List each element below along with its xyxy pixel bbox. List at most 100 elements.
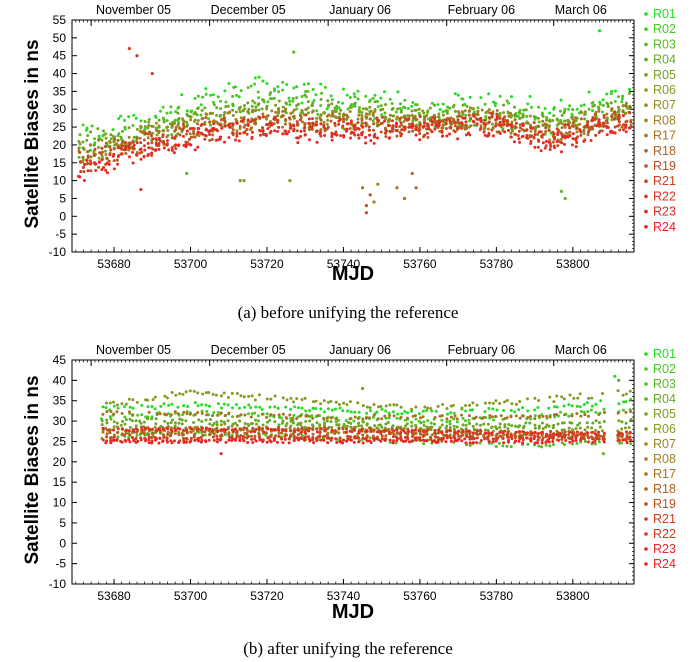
data-point bbox=[444, 118, 448, 122]
data-point bbox=[364, 94, 368, 98]
data-point bbox=[509, 112, 513, 116]
data-point bbox=[407, 130, 411, 134]
data-point bbox=[92, 154, 96, 158]
data-point bbox=[402, 105, 406, 109]
data-point bbox=[395, 134, 399, 138]
data-point bbox=[265, 107, 269, 111]
data-point bbox=[593, 118, 597, 122]
data-point bbox=[289, 407, 293, 411]
data-point bbox=[307, 117, 311, 121]
data-point bbox=[475, 441, 479, 445]
data-point bbox=[231, 128, 235, 132]
data-point bbox=[524, 108, 528, 112]
x-tick-label: 53780 bbox=[480, 589, 514, 603]
data-point bbox=[470, 437, 474, 441]
data-point bbox=[515, 402, 519, 406]
data-point bbox=[135, 141, 139, 145]
data-point bbox=[109, 133, 113, 137]
data-point bbox=[365, 439, 369, 443]
data-point bbox=[258, 116, 262, 120]
data-point bbox=[296, 433, 300, 437]
data-point bbox=[345, 403, 349, 407]
data-point bbox=[478, 431, 482, 435]
data-point bbox=[101, 129, 105, 133]
data-point bbox=[491, 126, 495, 130]
data-point bbox=[602, 124, 606, 128]
data-point bbox=[586, 120, 590, 124]
data-point bbox=[105, 401, 109, 405]
data-point bbox=[464, 409, 468, 413]
data-point bbox=[379, 439, 383, 443]
data-point bbox=[182, 410, 186, 414]
data-point bbox=[574, 436, 578, 440]
data-point bbox=[375, 116, 379, 120]
data-point bbox=[369, 139, 373, 143]
data-point bbox=[254, 422, 258, 426]
data-point bbox=[528, 421, 532, 425]
data-point bbox=[128, 417, 132, 421]
data-point bbox=[304, 427, 308, 431]
data-point bbox=[576, 423, 580, 427]
data-point bbox=[383, 126, 387, 130]
legend-marker bbox=[644, 427, 648, 431]
data-point bbox=[510, 434, 514, 438]
data-point bbox=[518, 437, 522, 441]
data-point bbox=[212, 126, 216, 130]
data-point bbox=[356, 89, 360, 93]
data-point bbox=[392, 432, 396, 436]
data-point bbox=[86, 169, 90, 173]
data-point bbox=[127, 429, 131, 433]
data-point bbox=[491, 437, 495, 441]
data-point bbox=[541, 427, 545, 431]
data-point bbox=[399, 108, 403, 112]
data-point bbox=[516, 425, 520, 429]
legend-item: R05 bbox=[653, 68, 676, 82]
data-point bbox=[233, 427, 237, 431]
data-point bbox=[299, 129, 303, 133]
data-point bbox=[288, 413, 292, 417]
data-point bbox=[586, 410, 590, 414]
data-point bbox=[559, 150, 563, 154]
data-point bbox=[127, 435, 131, 439]
data-point bbox=[465, 429, 469, 433]
data-point bbox=[624, 430, 628, 434]
data-point bbox=[232, 85, 236, 89]
data-point bbox=[170, 390, 174, 394]
data-point bbox=[116, 146, 120, 150]
data-point bbox=[193, 413, 197, 417]
data-point bbox=[284, 424, 288, 428]
data-point bbox=[330, 134, 334, 138]
data-point bbox=[368, 105, 372, 109]
data-point bbox=[186, 404, 190, 408]
data-point bbox=[157, 130, 161, 134]
data-point bbox=[128, 141, 132, 145]
data-point bbox=[159, 430, 163, 434]
data-point bbox=[120, 402, 124, 406]
data-point bbox=[582, 131, 586, 135]
data-point bbox=[390, 119, 394, 123]
data-point bbox=[330, 131, 334, 135]
data-point bbox=[319, 134, 323, 138]
data-point bbox=[130, 419, 134, 423]
data-point bbox=[384, 103, 388, 107]
data-point bbox=[557, 438, 561, 442]
data-point bbox=[392, 403, 396, 407]
data-point bbox=[227, 136, 231, 140]
data-point bbox=[563, 413, 567, 417]
x-tick-label: 53760 bbox=[403, 257, 437, 271]
data-point bbox=[404, 117, 408, 121]
data-point bbox=[318, 423, 322, 427]
legend-marker bbox=[644, 225, 648, 229]
data-point bbox=[173, 136, 177, 140]
data-point bbox=[345, 113, 349, 117]
data-point bbox=[104, 168, 108, 172]
data-point bbox=[166, 427, 170, 431]
data-point bbox=[254, 405, 258, 409]
data-point bbox=[104, 152, 108, 156]
data-point bbox=[529, 437, 533, 441]
data-point bbox=[100, 138, 104, 142]
data-point bbox=[602, 420, 606, 424]
data-point bbox=[269, 397, 273, 401]
data-point bbox=[193, 148, 197, 152]
data-point bbox=[112, 425, 116, 429]
